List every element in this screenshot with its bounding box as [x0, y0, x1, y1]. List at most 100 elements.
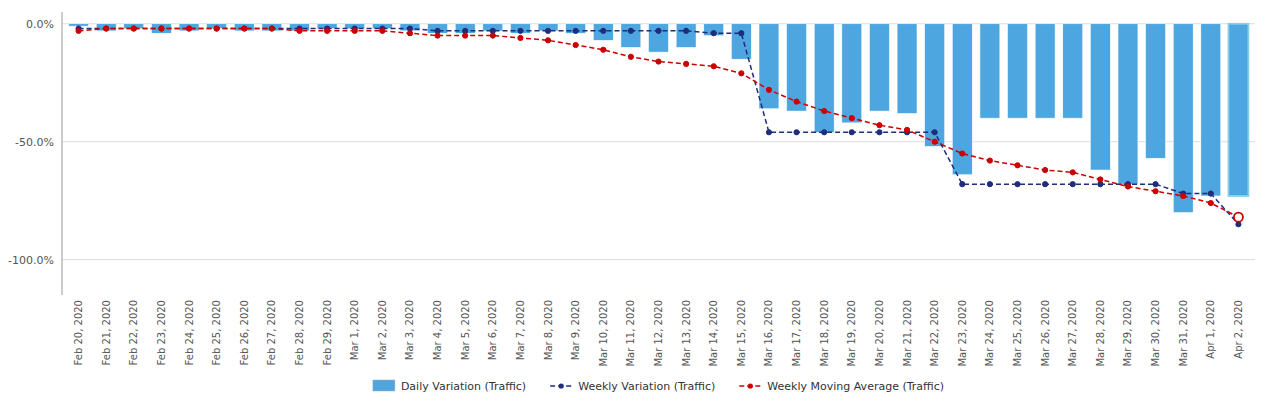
point [1070, 182, 1075, 187]
y-axis-line [62, 12, 63, 295]
point [159, 26, 164, 31]
point [1043, 182, 1048, 187]
x-tick-label: Mar 23, 2020 [957, 300, 968, 367]
point [1208, 200, 1213, 205]
legend-marker [748, 383, 753, 388]
x-tick-label: Mar 10, 2020 [598, 300, 609, 367]
y-tick-label: -100.0% [8, 254, 54, 267]
point [214, 26, 219, 31]
x-tick-label: Mar 26, 2020 [1040, 300, 1051, 367]
bar [1063, 24, 1083, 118]
bar [649, 24, 669, 52]
line [79, 29, 1239, 225]
x-tick-label: Feb 24, 2020 [184, 300, 195, 365]
bar [455, 24, 475, 33]
point [1043, 167, 1048, 172]
point [1098, 177, 1103, 182]
point [131, 26, 136, 31]
point [186, 26, 191, 31]
x-tick-label: Mar 16, 2020 [763, 300, 774, 367]
x-tick-label: Mar 24, 2020 [984, 300, 995, 367]
x-tick-label: Feb 22, 2020 [128, 300, 139, 365]
x-tick-label: Mar 12, 2020 [653, 300, 664, 367]
x-tick-label: Mar 11, 2020 [625, 300, 636, 367]
point [573, 28, 578, 33]
point [325, 28, 330, 33]
line-series [76, 26, 1241, 227]
bar [234, 24, 254, 31]
point [601, 47, 606, 52]
bar [1008, 24, 1028, 118]
point [518, 35, 523, 40]
x-tick-label: Mar 4, 2020 [432, 300, 443, 360]
point [601, 28, 606, 33]
point [518, 28, 523, 33]
bar [1173, 24, 1193, 213]
point [960, 182, 965, 187]
bar [179, 24, 199, 31]
bar [1090, 24, 1110, 170]
legend-item: Weekly Variation (Traffic) [550, 380, 715, 393]
x-tick-label: Mar 31, 2020 [1178, 300, 1189, 367]
bar [1201, 24, 1221, 196]
point [656, 28, 661, 33]
point [794, 130, 799, 135]
point [545, 38, 550, 43]
point [739, 31, 744, 36]
x-tick-label: Mar 29, 2020 [1122, 300, 1133, 367]
point [849, 130, 854, 135]
point [766, 87, 771, 92]
grid-line [62, 141, 1255, 142]
x-tick-label: Mar 1, 2020 [349, 300, 360, 360]
legend-label: Weekly Variation (Traffic) [578, 380, 715, 393]
x-tick-label: Feb 27, 2020 [266, 300, 277, 365]
chart: 0.0%-50.0%-100.0%Feb 20, 2020Feb 21, 202… [0, 0, 1269, 401]
x-tick-label: Mar 2, 2020 [377, 300, 388, 360]
x-tick-label: Apr 2, 2020 [1233, 300, 1244, 359]
bar [980, 24, 1000, 118]
point [987, 182, 992, 187]
x-tick-label: Mar 9, 2020 [570, 300, 581, 360]
x-tick-label: Mar 20, 2020 [874, 300, 885, 367]
x-tick-label: Mar 28, 2020 [1095, 300, 1106, 367]
bar [1035, 24, 1055, 118]
y-tick-label: 0.0% [26, 18, 54, 31]
x-tick-label: Mar 30, 2020 [1150, 300, 1161, 367]
point [628, 54, 633, 59]
x-tick-label: Mar 17, 2020 [791, 300, 802, 367]
point [297, 28, 302, 33]
point [711, 64, 716, 69]
x-tick-label: Mar 27, 2020 [1067, 300, 1078, 367]
legend-item: Daily Variation (Traffic) [373, 380, 526, 393]
point [545, 28, 550, 33]
x-tick-label: Feb 20, 2020 [73, 300, 84, 365]
point [463, 33, 468, 38]
bar [731, 24, 751, 59]
x-tick-label: Apr 1, 2020 [1205, 300, 1216, 359]
x-tick-label: Feb 28, 2020 [294, 300, 305, 365]
plot-area [69, 24, 1249, 227]
bar [428, 24, 448, 33]
point [656, 59, 661, 64]
bar [897, 24, 917, 114]
x-tick-label: Mar 14, 2020 [708, 300, 719, 367]
x-tick-label: Mar 3, 2020 [404, 300, 415, 360]
line-series [76, 26, 1243, 222]
bar [759, 24, 779, 109]
point [1015, 163, 1020, 168]
x-tick-label: Mar 19, 2020 [846, 300, 857, 367]
point [1015, 182, 1020, 187]
legend-swatch [373, 380, 395, 391]
bar [1228, 24, 1248, 196]
bar [1146, 24, 1166, 158]
line [79, 29, 1239, 218]
bar [925, 24, 945, 147]
point [628, 28, 633, 33]
point [269, 26, 274, 31]
point [131, 26, 136, 31]
point [104, 26, 109, 31]
point [794, 99, 799, 104]
point [490, 33, 495, 38]
point [932, 130, 937, 135]
point [849, 116, 854, 121]
